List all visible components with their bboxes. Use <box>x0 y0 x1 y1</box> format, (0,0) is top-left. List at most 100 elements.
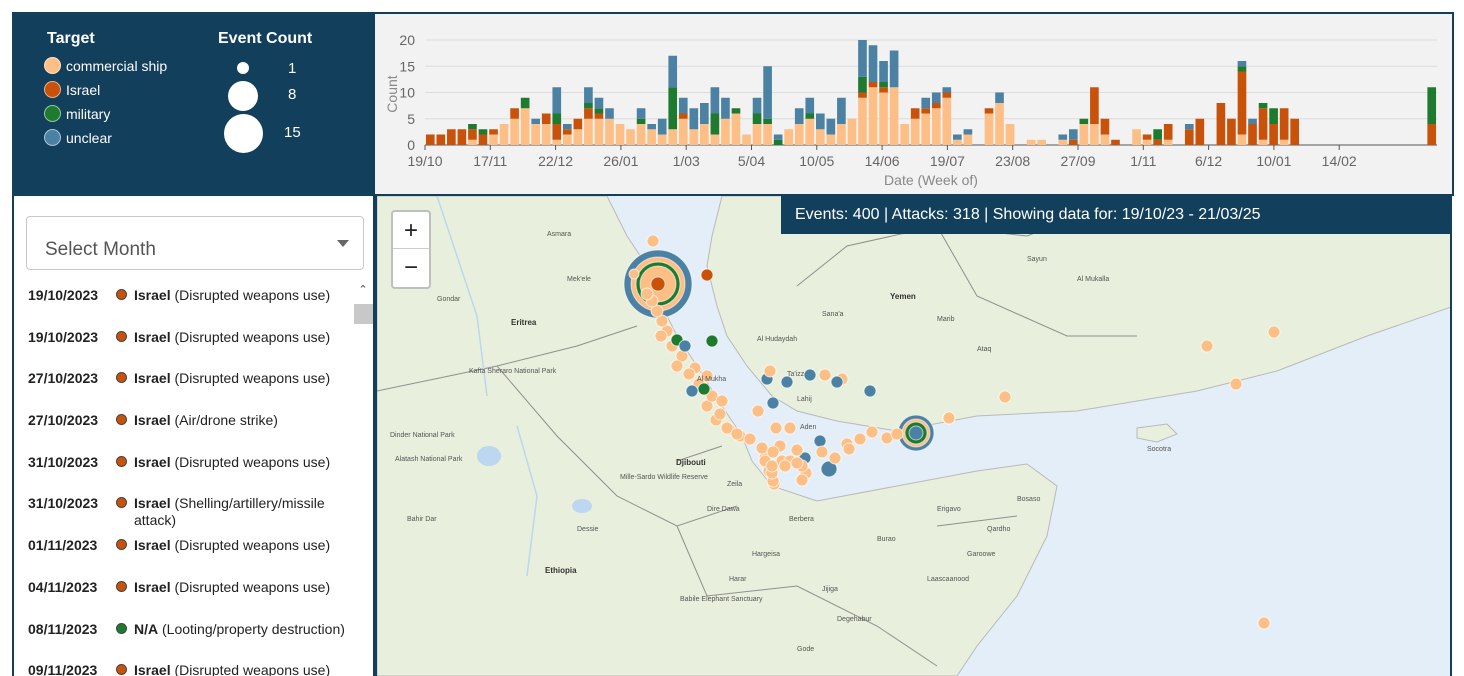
bar-segment <box>805 113 815 119</box>
x-tick-label: 27/09 <box>1060 153 1095 169</box>
bar-segment <box>868 45 878 82</box>
event-target: Israel <box>134 412 171 429</box>
event-marker <box>842 442 856 456</box>
bar-segment <box>826 118 836 135</box>
bar-segment <box>931 92 941 103</box>
x-axis-label: Date (Week of) <box>884 172 978 188</box>
bar-segment <box>984 113 994 145</box>
bar-segment <box>815 129 825 145</box>
event-date: 31/10/2023 <box>28 495 99 512</box>
bar-segment <box>1195 118 1205 145</box>
bar-segment <box>668 87 678 130</box>
bar-segment <box>468 129 477 140</box>
event-target: N/A <box>134 620 159 637</box>
event-target-dot <box>116 372 127 384</box>
chevron-down-icon <box>337 240 349 247</box>
bar-segment <box>710 113 720 135</box>
scrollbar-thumb[interactable] <box>354 304 373 324</box>
bar-segment <box>1153 139 1162 145</box>
bar-segment <box>425 134 435 145</box>
bar-segment <box>594 113 604 119</box>
event-marker <box>766 445 780 459</box>
bar-segment <box>605 108 614 119</box>
event-marker <box>682 367 696 381</box>
count-circle-medium <box>228 81 258 111</box>
map-label-taizz: Ta'izz <box>787 371 805 378</box>
israel-swatch <box>44 81 61 98</box>
bar-segment <box>942 97 952 145</box>
event-marker <box>998 390 1012 404</box>
event-list-item[interactable]: 08/11/2023 N/A (Looting/property destruct… <box>14 614 354 656</box>
bar-segment <box>1142 134 1152 140</box>
legend-item-israel: Israel <box>44 81 100 98</box>
event-description: N/A (Looting/property destruction) <box>134 621 349 638</box>
bar-segment <box>552 139 562 145</box>
event-list-item[interactable]: 04/11/2023 Israel (Disrupted weapons use) <box>14 572 354 614</box>
event-map[interactable]: + − Events: 400 | Attacks: 318 | Showing… <box>375 196 1452 676</box>
bar-segment <box>721 118 730 145</box>
scroll-up-icon[interactable]: ⌃ <box>358 284 368 296</box>
event-marker <box>790 456 804 470</box>
event-list-item[interactable]: 19/10/2023 Israel (Disrupted weapons use) <box>14 322 354 364</box>
bar-segment <box>647 124 656 130</box>
map-label-hodeidah: Al Hudaydah <box>757 336 798 343</box>
map-svg <box>377 196 1450 676</box>
bar-segment <box>668 129 678 145</box>
unclear-swatch <box>44 129 61 146</box>
event-marker <box>705 334 719 348</box>
bar-segment <box>910 108 920 119</box>
event-type: (Disrupted weapons use) <box>174 537 331 554</box>
event-marker <box>865 425 879 439</box>
event-type: (Disrupted weapons use) <box>174 370 331 387</box>
bar-segment <box>931 103 941 109</box>
event-list-item[interactable]: 01/11/2023 Israel (Disrupted weapons use) <box>14 530 354 572</box>
event-marker <box>1229 377 1243 391</box>
bar-segment <box>773 134 783 140</box>
event-marker <box>863 384 877 398</box>
zoom-in-button[interactable]: + <box>393 212 429 249</box>
map-label-qardho: Qardho <box>987 526 1011 533</box>
bar-segment <box>541 113 551 124</box>
bar-segment <box>1237 134 1247 145</box>
event-target: Israel <box>134 453 171 470</box>
bar-segment <box>1079 118 1089 124</box>
map-label-ataq: Ataq <box>977 346 992 353</box>
month-select[interactable]: Select Month <box>26 216 364 270</box>
bar-segment <box>731 108 741 114</box>
y-tick-label: 20 <box>399 32 415 48</box>
event-date: 19/10/2023 <box>28 328 99 345</box>
bar-segment <box>436 134 446 145</box>
event-marker <box>670 359 684 373</box>
event-list-item[interactable]: 19/10/2023 Israel (Disrupted weapons use) <box>14 280 354 322</box>
x-tick-label: 1/11 <box>1130 153 1156 169</box>
river <box>436 196 538 577</box>
bar-segment <box>541 124 551 145</box>
event-list-item[interactable]: 27/10/2023 Israel (Air/drone strike) <box>14 405 354 447</box>
event-target: Israel <box>134 328 171 345</box>
event-target-dot <box>116 539 127 551</box>
bar-segment <box>921 97 931 109</box>
event-list-item[interactable]: 31/10/2023 Israel (Shelling/artillery/mis… <box>14 488 354 530</box>
map-label-socotra: Socotra <box>1147 446 1172 453</box>
event-type: (Shelling/artillery/missile attack) <box>134 495 325 529</box>
x-tick-label: 10/01 <box>1256 153 1291 169</box>
bar-segment <box>562 129 572 135</box>
event-target-dot <box>116 455 127 467</box>
map-label-hargeisa: Hargeisa <box>752 551 781 558</box>
event-date: 19/10/2023 <box>28 287 99 303</box>
event-marker <box>751 404 765 418</box>
zoom-out-button[interactable]: − <box>403 254 418 281</box>
event-type: (Disrupted weapons use) <box>174 287 331 303</box>
x-tick-label: 14/02 <box>1322 153 1357 169</box>
bar-segment <box>794 108 804 124</box>
event-list-item[interactable]: 27/10/2023 Israel (Disrupted weapons use) <box>14 363 354 405</box>
event-marker <box>700 268 714 282</box>
bar-segment <box>584 108 593 119</box>
event-list-item[interactable]: 31/10/2023 Israel (Disrupted weapons use) <box>14 447 354 489</box>
event-marker <box>720 421 734 435</box>
bar-segment <box>1279 139 1289 145</box>
event-list-item[interactable]: 09/11/2023 Israel (Disrupted weapons use) <box>14 655 354 676</box>
x-tick-label: 5/04 <box>738 153 765 169</box>
event-type: (Disrupted weapons use) <box>174 453 331 470</box>
lake <box>572 499 592 513</box>
